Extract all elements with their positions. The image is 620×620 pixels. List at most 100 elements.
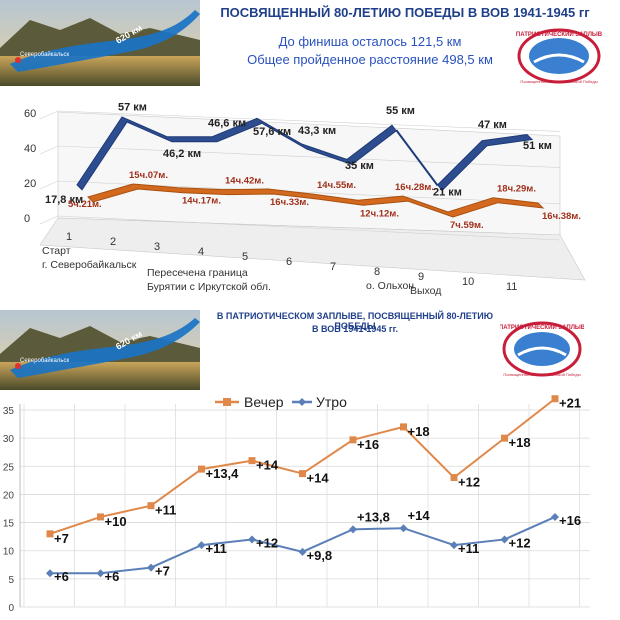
chart2-morning-label: +11 [206,541,227,556]
chart1-category-note: Выход [410,285,441,297]
logo-bottom-top: Посвященный 80-летию Великой Победы [520,79,597,84]
chart2-evening-label: +18 [408,424,430,439]
chart1-category-note: о. Ольхон [366,280,414,292]
chart2-evening-marker [248,457,256,465]
chart1-distance-label: 21 км [433,186,462,198]
chart1-category-label: 2 [110,236,116,248]
chart2-morning-label: +13,8 [357,509,390,524]
chart2-evening-marker [400,423,407,431]
chart1-category-label: 7 [330,261,336,273]
chart1-distance-label: 57 км [118,101,147,113]
chart1-ytick-label: 0 [24,213,30,225]
chart1-distance-label: 51 км [523,140,552,152]
chart1-category-note: Старт [42,245,71,257]
chart2-evening-label: +14 [307,471,330,486]
chart2-morning-label: +14 [408,508,431,523]
chart2-ytick-label: 10 [3,547,15,558]
swim-logo-top: ПАТРИОТИЧЕСКИЙ ЗАПЛЫВ Посвященный 80-лет… [514,24,604,88]
chart1-gridline [57,145,561,168]
chart2-ytick-label: 25 [3,462,15,473]
chart2-evening-label: +21 [559,396,581,411]
chart1-series-distance [76,116,534,192]
chart2-ytick-label: 30 [3,434,15,445]
legend-evening-label: Вечер [244,394,284,410]
swim-logo-bottom: ПАТРИОТИЧЕСКИЙ ЗАПЛЫВ Посвященный 80-лет… [499,318,586,380]
chart2-evening-marker [501,434,508,442]
chart1-distance-label: 46,6 км [208,117,246,129]
chart1-time-label: 5ч.21м. [68,199,102,210]
chart1-category-note: г. Северобайкальск [42,259,137,271]
chart1-distance-label: 46,2 км [163,148,201,160]
top-title: ПОСВЯЩЕННЫЙ 80-ЛЕТИЮ ПОБЕДЫ В ВОВ 1941-1… [220,5,590,20]
chart2-morning-label: +16 [559,513,581,528]
chart1-side-gridline [39,215,59,225]
chart1-category-label: 11 [506,281,517,293]
chart2-morning-label: +9,8 [307,548,333,563]
chart2-evening-marker [97,513,104,521]
chart2-ytick-label: 15 [3,519,15,530]
chart1-category-label: 4 [198,246,204,258]
chart1-ytick-label: 60 [24,108,36,120]
chart2-morning-marker [147,563,155,572]
chart2-evening-label: +14 [256,458,279,473]
chart2-evening-label: +12 [458,475,480,490]
chart1-time-label: 14ч.42м. [225,176,264,187]
chart1-time-label: 14ч.55м. [317,180,356,191]
chart2-morning-marker [500,535,509,544]
chart1-floor [39,217,586,281]
chart2-morning-marker [349,525,357,534]
chart2-evening-marker [349,436,357,444]
chart1-side-gridline [39,110,59,120]
chart1-time-label: 16ч.33м. [270,197,309,208]
map-place-label-top: Северобайкальск [20,51,70,58]
chart1-category-label: 5 [242,251,248,263]
remaining-distance: До финиша осталось 121,5 км [278,34,462,49]
legend-morning-marker [298,398,306,406]
chart2-evening-label: +11 [155,503,176,518]
chart2-ytick-label: 35 [3,406,15,417]
chart2-morning-label: +12 [256,535,278,550]
map-place-label-bottom: Северобайкальск [20,357,70,364]
logo-text-bottom: ПАТРИОТИЧЕСКИЙ ЗАПЛЫВ [500,323,584,331]
chart1-ytick-label: 40 [24,143,36,155]
chart1-distance-label: 43,3 км [298,125,336,137]
chart1-distance-label: 57,6 км [253,126,291,138]
chart1-gridline [57,110,561,132]
chart2-morning-marker [96,569,105,578]
chart1-category-label: 3 [154,241,160,253]
chart1-time-label: 16ч.28м. [395,182,434,193]
lake-map-photo-top: Северобайкальск 620 км [0,0,200,86]
chart1-category-label: 9 [418,271,424,283]
chart1-category-label: 6 [286,256,292,268]
chart2-evening-marker [147,502,155,510]
chart1-gridline [57,215,561,241]
logo-text-top: ПАТРИОТИЧЕСКИЙ ЗАПЛЫВ [516,30,603,38]
chart2-ytick-label: 20 [3,490,15,501]
chart1-ytick-label: 20 [24,178,36,190]
chart1-category-label: 1 [66,231,72,243]
total-distance: Общее пройденное расстояние 498,5 км [247,52,493,67]
chart-distance-time: 0 20 40 60 17,8 км 57 км 46,2 км 46,6 км 57,6 км… [24,101,586,297]
chart1-category-note: Бурятии с Иркутской обл. [147,281,271,293]
bottom-title-line1: В ПАТРИОТИЧЕСКОМ ЗАПЛЫВЕ, ПОСВЯЩЕННЫЙ 80… [216,311,494,331]
chart2-evening-label: +16 [357,437,379,452]
chart1-series-time [87,183,545,218]
chart2-evening-label: +7 [54,531,69,546]
chart2-morning-marker [551,512,559,521]
chart1-category-note: Пересечена граница [147,267,248,279]
chart2-morning-marker [399,524,408,533]
chart2-evening-marker [299,470,306,478]
chart1-time-label: 18ч.29м. [497,184,536,195]
chart1-time-label: 16ч.38м. [542,211,581,222]
chart2-morning-label: +12 [509,535,531,550]
bottom-title-line2: В ВОВ 1941-1945 гг. [312,324,398,334]
legend-morning-label: Утро [316,394,347,410]
lake-map-photo-bottom: Северобайкальск 620 км [0,310,200,390]
chart1-category-label: 8 [374,266,380,278]
chart2-morning-marker [450,541,458,550]
chart2-evening-label: +18 [509,435,531,450]
chart1-time-label: 15ч.07м. [129,170,168,181]
chart2-morning-marker [197,541,206,550]
chart1-distance-label: 47 км [478,119,507,131]
